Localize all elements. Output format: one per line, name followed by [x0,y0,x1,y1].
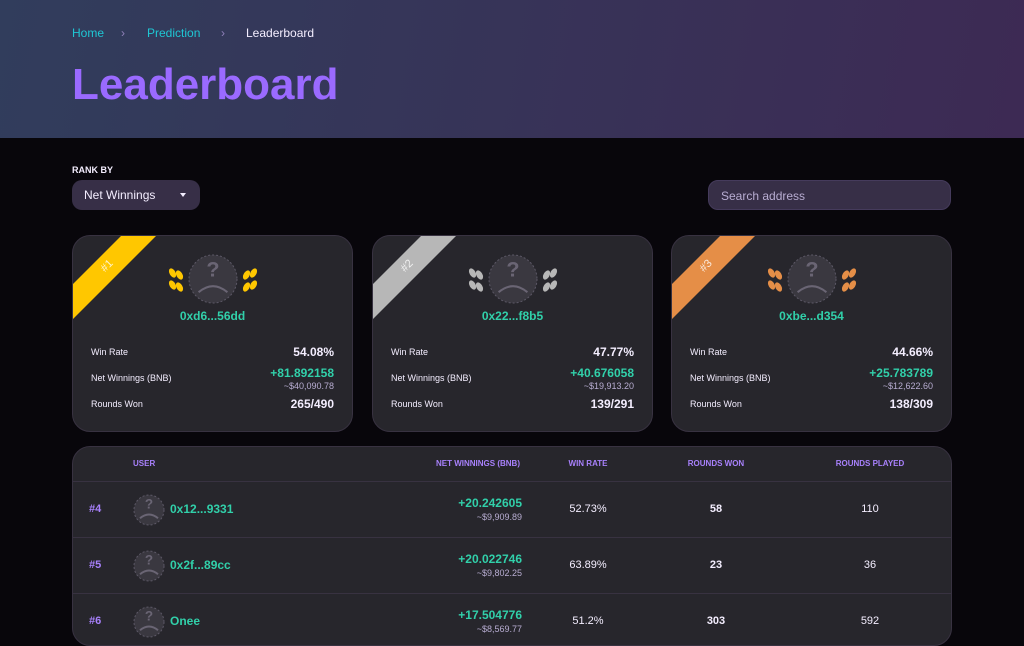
caret [180,193,186,200]
svg-text:?: ? [805,257,818,282]
rank: #4 [89,503,102,515]
dropdown-value: Net Winnings [84,188,156,202]
net-winnings: +17.504776 [458,608,522,622]
separator: › [221,26,225,40]
net-usd: ~$9,802.25 [476,568,522,578]
rank-ribbon: ? [373,236,558,319]
win-rate: 51.2% [572,615,604,627]
stat-label: Rounds Won [690,399,742,409]
separator: › [121,26,125,40]
rank: #5 [89,559,102,571]
header: Home › Prediction › Leaderboard Leaderbo… [0,0,1024,138]
svg-text:?: ? [506,257,519,282]
search-input[interactable]: Search address [708,180,951,210]
net-winnings: +81.892158 [270,366,334,380]
column-header: WIN RATE [568,459,608,468]
rounds-played: 592 [860,615,880,627]
podium-card: ? #1 0xd6...56dd Win Rate 54.08% Net Winnings… [72,235,353,432]
rank-ribbon: ? [73,236,258,319]
net-usd: ~$19,913.20 [583,381,634,391]
avatar: ? [133,494,165,526]
win-rate: 52.73% [569,503,607,515]
svg-text:?: ? [145,497,153,512]
podium-card: ? #2 0x22...f8b5 Win Rate 47.77% Net Winnings… [372,235,653,432]
rounds-won: 303 [706,615,726,627]
stat-value: 54.08% [293,345,334,359]
leaderboard-table: USER NET WINNINGS (BNB) WIN RATE ROUNDS WON… [72,446,952,646]
stat-label: Net Winnings (BNB) [91,373,172,383]
breadcrumb-link[interactable]: Home [72,26,105,40]
stat-label: Net Winnings (BNB) [391,373,472,383]
rounds-won: 58 [709,503,723,515]
column-header: USER [133,459,156,468]
address[interactable]: 0x22...f8b5 [481,309,544,323]
column-header: ROUNDS WON [687,459,745,468]
stat-label: Win Rate [91,347,129,357]
net-winnings: +20.242605 [458,496,522,510]
podium-card: ? #3 0xbe...d354 Win Rate 44.66% Net Winnings… [671,235,952,432]
net-usd: ~$40,090.78 [283,381,334,391]
net-winnings: +40.676058 [570,366,634,380]
rounds-won: 23 [709,559,723,571]
table-row: #4? 0x12...9331 +20.242605 ~$9,909.89 52.73%… [73,481,951,537]
page-title: Leaderboard [72,60,339,109]
table-row: #5? 0x2f...89cc +20.022746 ~$9,802.25 63.89%… [73,537,951,593]
net-winnings: +20.022746 [458,552,522,566]
avatar: ? [133,606,165,638]
column-header: ROUNDS PLAYED [835,459,905,468]
stat-label: Rounds Won [91,399,143,409]
stat-label: Net Winnings (BNB) [690,373,771,383]
rank: #6 [89,615,102,627]
search-placeholder: Search address [721,189,806,203]
rounds-played: 36 [863,559,877,571]
address[interactable]: 0xd6...56dd [179,309,246,323]
column-header: NET WINNINGS (BNB) [436,459,520,468]
user-address[interactable]: 0x2f...89cc [170,558,231,572]
svg-text:?: ? [145,609,153,624]
user-address[interactable]: 0x12...9331 [170,502,234,516]
net-usd: ~$8,569.77 [476,624,522,634]
win-rate: 63.89% [569,559,607,571]
net-usd: ~$12,622.60 [882,381,933,391]
stat-value: 44.66% [892,345,933,359]
rank-by-dropdown[interactable]: Net Winnings [72,180,200,210]
stat-label: Win Rate [391,347,429,357]
address[interactable]: 0xbe...d354 [779,309,844,323]
user-address[interactable]: Onee [170,614,201,628]
stat-label: Rounds Won [391,399,443,409]
stat-value: 138/309 [889,397,933,411]
table-row: #6? Onee +17.504776 ~$8,569.77 51.2% 303 592 [73,593,951,645]
net-usd: ~$9,909.89 [476,512,522,522]
rank-ribbon: ? [672,236,857,319]
stat-value: 47.77% [593,345,634,359]
svg-text:?: ? [206,257,219,282]
stat-label: Win Rate [690,347,728,357]
breadcrumb-current: Leaderboard [246,26,315,40]
rounds-played: 110 [861,503,879,515]
breadcrumb-link[interactable]: Prediction [147,26,201,40]
rank-by-label: RANK BY [72,165,114,175]
avatar: ? [133,550,165,582]
net-winnings: +25.783789 [869,366,933,380]
svg-text:?: ? [145,553,153,568]
stat-value: 139/291 [590,397,634,411]
stat-value: 265/490 [290,397,334,411]
